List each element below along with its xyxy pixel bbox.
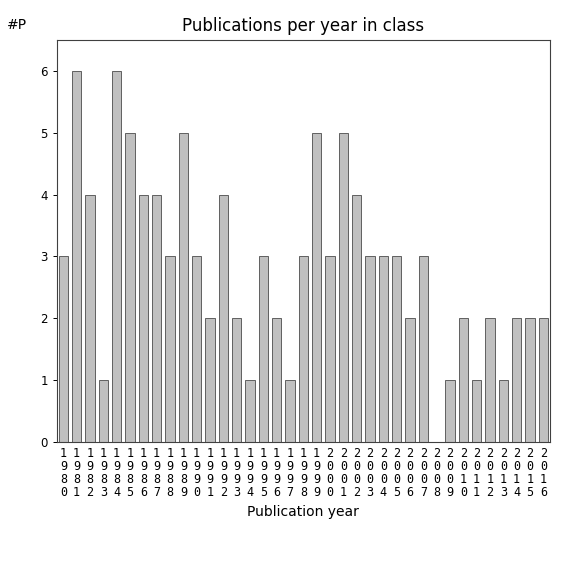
Bar xyxy=(125,133,135,442)
Bar xyxy=(312,133,321,442)
Bar xyxy=(418,256,428,442)
Bar xyxy=(352,194,361,442)
Bar xyxy=(166,256,175,442)
X-axis label: Publication year: Publication year xyxy=(247,505,359,519)
Bar xyxy=(112,71,121,442)
Bar xyxy=(379,256,388,442)
Bar xyxy=(232,319,242,442)
Bar xyxy=(539,319,548,442)
Bar xyxy=(405,319,414,442)
Bar xyxy=(259,256,268,442)
Bar xyxy=(459,319,468,442)
Bar xyxy=(299,256,308,442)
Bar xyxy=(72,71,82,442)
Bar xyxy=(285,380,295,442)
Bar xyxy=(192,256,201,442)
Bar xyxy=(472,380,481,442)
Bar xyxy=(152,194,162,442)
Bar xyxy=(325,256,335,442)
Bar xyxy=(512,319,521,442)
Bar xyxy=(392,256,401,442)
Bar xyxy=(99,380,108,442)
Y-axis label: #P: #P xyxy=(7,18,27,32)
Bar xyxy=(246,380,255,442)
Bar xyxy=(498,380,508,442)
Bar xyxy=(272,319,281,442)
Bar xyxy=(525,319,535,442)
Bar xyxy=(365,256,375,442)
Bar xyxy=(205,319,215,442)
Bar xyxy=(139,194,148,442)
Bar xyxy=(59,256,68,442)
Bar xyxy=(179,133,188,442)
Bar xyxy=(219,194,228,442)
Bar xyxy=(445,380,455,442)
Bar xyxy=(485,319,494,442)
Bar xyxy=(86,194,95,442)
Bar xyxy=(338,133,348,442)
Title: Publications per year in class: Publications per year in class xyxy=(182,18,425,35)
